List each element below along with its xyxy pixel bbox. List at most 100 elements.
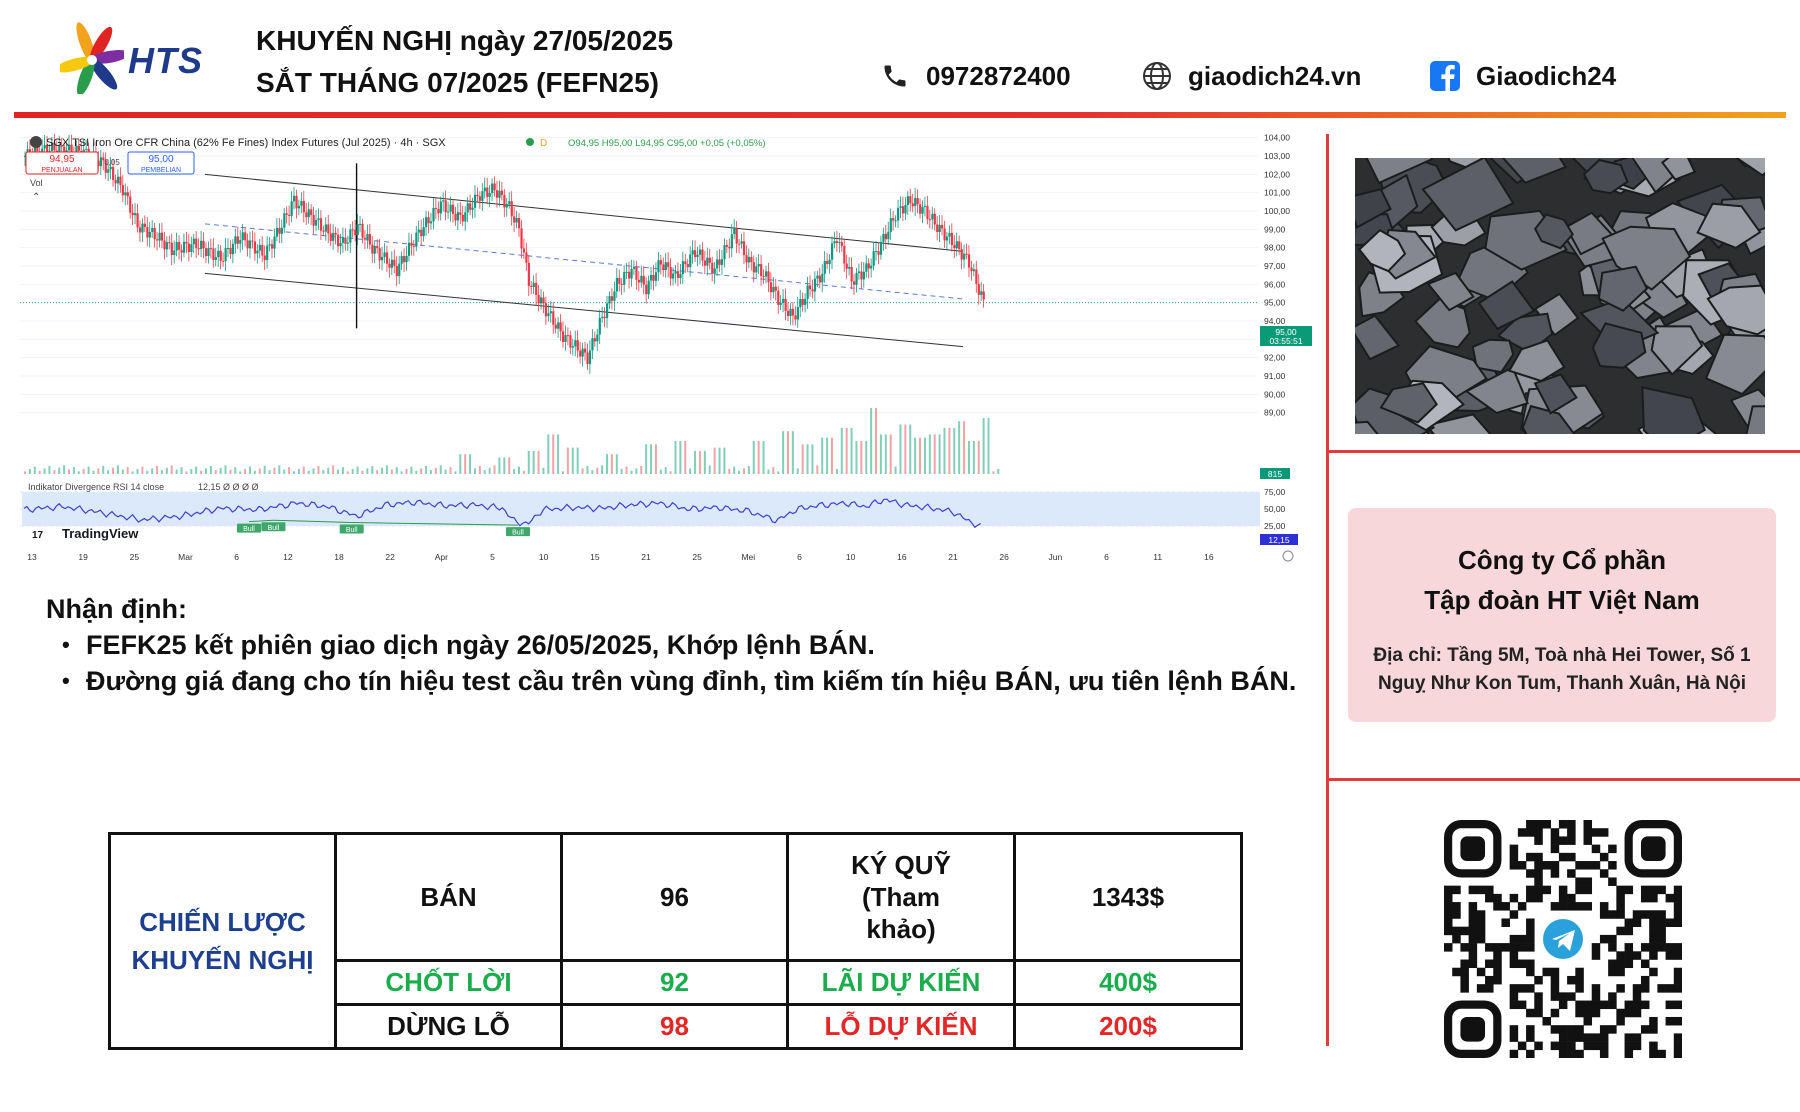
qr-module [1517,1000,1527,1010]
candle-body [762,276,765,278]
candle-body [454,213,457,221]
volume-bar [679,441,682,474]
qr-module [1509,934,1519,944]
qr-module [1624,943,1634,952]
volume-bar [28,468,31,474]
volume-bar [293,471,295,474]
qr-module [1657,943,1666,952]
candle-body [488,193,491,197]
facebook-page-name: Giaodich24 [1476,60,1617,91]
qr-module [1534,836,1543,845]
collapse-icon[interactable]: ⌃ [32,192,40,203]
ore-chunk [1365,158,1434,185]
qr-module [1493,943,1502,952]
volume-bar [48,465,51,474]
bull-divergence-line [273,519,352,524]
contact-phone[interactable]: 0972872400 [878,56,1071,96]
volume-bar [694,450,697,474]
qr-module [1517,828,1527,837]
qr-module [1509,852,1519,862]
candle-body [857,271,861,273]
qr-module [1534,992,1543,1001]
qr-module [1640,984,1650,993]
qr-module [1550,984,1560,993]
contact-website[interactable]: giaodich24.vn [1140,56,1361,96]
candle-body [740,241,743,244]
qr-module [1624,1049,1634,1059]
candle-body [429,221,433,224]
volume-bar [322,470,325,474]
qr-module [1673,943,1683,952]
hts-logo-text: HTS [128,40,203,81]
volume-bar [151,468,154,474]
qr-module [1493,902,1502,911]
qr-module [1640,910,1650,919]
volume-bar [297,468,300,474]
qr-module [1657,1049,1666,1059]
candle-body [222,260,225,262]
qr-module [1632,1041,1642,1051]
candle-body [197,248,200,250]
candle-body [60,145,63,147]
qr-module [1509,1000,1519,1010]
last-price-tag [1260,326,1312,346]
price-tick-label: 102,00 [1264,169,1290,179]
volume-bar [601,465,604,474]
qr-module [1517,902,1527,911]
candle-body [503,194,506,208]
contact-facebook[interactable]: Giaodich24 [1428,56,1616,96]
volume-bar [180,467,183,474]
qr-module [1632,910,1642,919]
candle-body [432,207,435,222]
time-tick-label: 6 [234,552,239,562]
candle-body [525,252,528,263]
candle-body [280,227,283,234]
chart-settings-icon[interactable] [1282,550,1294,562]
qr-module [1534,1041,1543,1051]
candle-body [914,197,917,207]
qr-module [1444,926,1453,936]
candle-body [596,334,599,342]
qr-module [1509,1049,1519,1059]
candle-body [840,242,843,246]
candle-body [745,255,748,263]
qr-module [1649,1016,1658,1026]
entry-price-cell: 96 [560,831,789,963]
volume-bar [596,467,599,474]
buy-box[interactable] [127,151,195,175]
candle-body [24,156,27,157]
qr-module [1673,910,1683,919]
candle-body [806,285,809,299]
sell-box[interactable] [25,151,99,175]
candle-body [332,232,335,241]
qr-module [1608,861,1617,870]
volume-bar [390,469,393,474]
qr-module [1583,1000,1593,1010]
candle-body [808,285,812,290]
volume-bar [141,466,144,474]
candle-body [251,240,254,242]
qr-module [1632,1033,1642,1042]
telegram-qr-code[interactable] [1443,819,1683,1059]
candle-body [170,242,173,256]
candle-body [967,254,971,268]
candle-body [684,261,687,265]
candle-body [231,243,235,255]
qr-module [1476,934,1486,944]
report-title-line2: SẮT THÁNG 07/2025 (FEFN25) [256,67,659,98]
qr-module [1649,967,1658,977]
volume-bar [58,467,61,474]
time-tick-label: 26 [999,552,1009,562]
candle-body [603,316,606,319]
candle-body [407,242,411,256]
volume-bar [43,468,46,474]
qr-module [1493,975,1502,985]
volume-bar [630,470,633,474]
candle-body [853,281,856,285]
candle-body [576,340,579,351]
volume-bar [307,470,310,474]
qr-module [1534,893,1543,903]
candle-body [119,176,122,186]
candle-body [637,279,641,283]
candle-body [209,248,213,250]
